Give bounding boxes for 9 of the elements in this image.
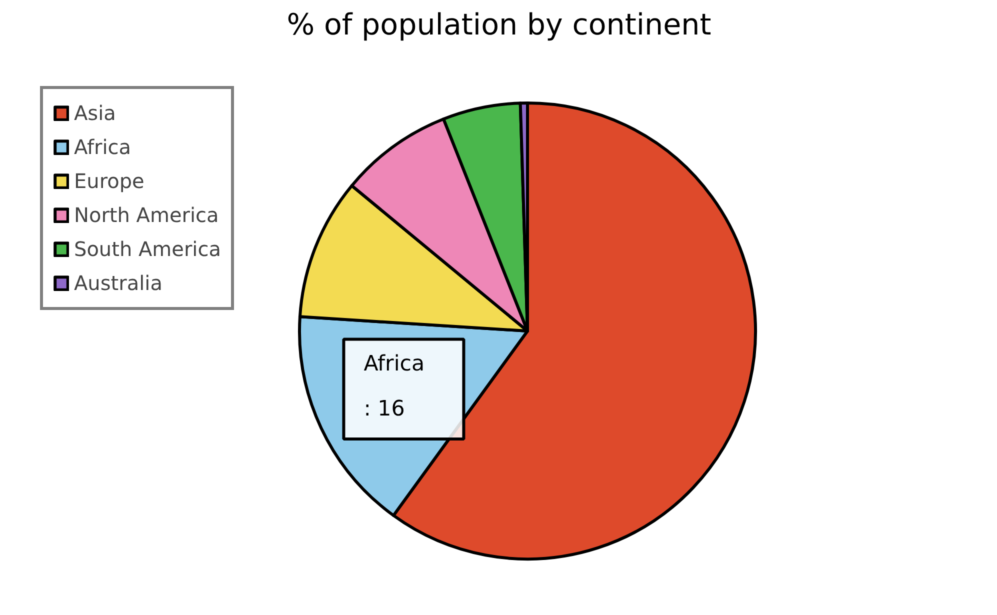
- data-label: : 16: [364, 396, 405, 422]
- slice-label: Africa: [364, 352, 425, 377]
- legend-label: South America: [74, 236, 221, 263]
- legend-label: Australia: [74, 270, 162, 297]
- chart-title: % of population by continent: [286, 8, 712, 42]
- legend-label: North America: [74, 202, 219, 229]
- legend-label: Africa: [74, 134, 132, 161]
- legend-label: Asia: [74, 100, 116, 127]
- legend-label: Europe: [74, 168, 144, 195]
